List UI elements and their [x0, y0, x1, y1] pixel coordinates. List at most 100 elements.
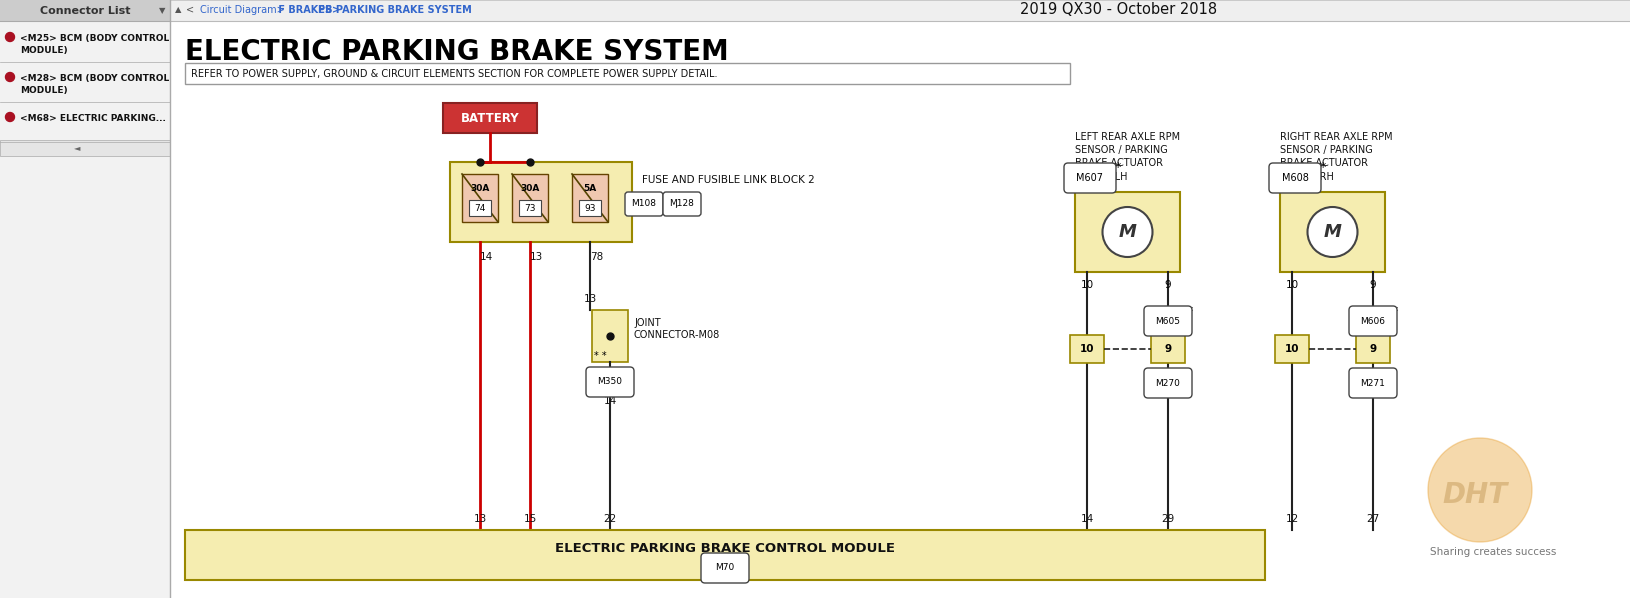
Bar — [469, 200, 491, 216]
Text: * *: * * — [593, 351, 606, 361]
Text: M350: M350 — [597, 377, 623, 386]
Text: <M28> BCM (BODY CONTROL
MODULE): <M28> BCM (BODY CONTROL MODULE) — [20, 74, 170, 96]
Text: PB PARKING BRAKE SYSTEM: PB PARKING BRAKE SYSTEM — [318, 5, 471, 15]
Text: M608: M608 — [1281, 173, 1307, 183]
Text: M606: M606 — [1359, 316, 1384, 325]
Text: 10: 10 — [1079, 344, 1094, 354]
Text: 9: 9 — [1164, 280, 1170, 290]
Bar — [579, 200, 600, 216]
Text: 29: 29 — [1161, 514, 1174, 524]
Text: ◄: ◄ — [73, 144, 80, 152]
Text: 27: 27 — [1366, 514, 1379, 524]
Text: LEFT REAR AXLE RPM
SENSOR / PARKING
BRAKE ACTUATOR
MOTOR LH: LEFT REAR AXLE RPM SENSOR / PARKING BRAK… — [1074, 132, 1180, 182]
Text: 73: 73 — [523, 204, 535, 213]
Text: M128: M128 — [670, 200, 694, 209]
Text: 13: 13 — [473, 514, 486, 524]
Text: M271: M271 — [1359, 379, 1384, 388]
Text: 30A: 30A — [469, 184, 489, 193]
Bar — [518, 200, 541, 216]
Text: 30A: 30A — [520, 184, 540, 193]
FancyBboxPatch shape — [1143, 368, 1192, 398]
Bar — [0, 0, 170, 598]
Text: 15: 15 — [523, 514, 536, 524]
Circle shape — [5, 72, 15, 81]
Text: ▲: ▲ — [174, 5, 181, 14]
Text: DHT: DHT — [1441, 481, 1506, 509]
Text: BATTERY: BATTERY — [460, 111, 518, 124]
Text: 14: 14 — [479, 252, 492, 262]
Text: *: * — [1187, 304, 1193, 318]
Text: *: * — [1319, 161, 1325, 175]
Text: ELECTRIC PARKING BRAKE CONTROL MODULE: ELECTRIC PARKING BRAKE CONTROL MODULE — [554, 542, 895, 554]
Bar — [184, 63, 1069, 84]
Bar — [461, 174, 497, 222]
Bar — [1069, 335, 1104, 363]
Bar — [1151, 335, 1185, 363]
Text: FUSE AND FUSIBLE LINK BLOCK 2: FUSE AND FUSIBLE LINK BLOCK 2 — [642, 175, 815, 185]
Bar — [512, 174, 548, 222]
Text: Connector List: Connector List — [39, 5, 130, 16]
Text: 22: 22 — [603, 514, 616, 524]
Text: 12: 12 — [1284, 514, 1297, 524]
Text: M605: M605 — [1154, 316, 1180, 325]
FancyBboxPatch shape — [1143, 306, 1192, 336]
Text: M607: M607 — [1076, 173, 1104, 183]
Text: 93: 93 — [584, 204, 595, 213]
Bar — [1355, 335, 1389, 363]
Text: 14: 14 — [1079, 514, 1094, 524]
Text: ELECTRIC PARKING BRAKE SYSTEM: ELECTRIC PARKING BRAKE SYSTEM — [184, 38, 729, 66]
Text: 2019 QX30 - October 2018: 2019 QX30 - October 2018 — [1019, 2, 1216, 17]
Bar — [572, 174, 608, 222]
Text: <M25> BCM (BODY CONTROL
MODULE): <M25> BCM (BODY CONTROL MODULE) — [20, 34, 170, 56]
Text: RIGHT REAR AXLE RPM
SENSOR / PARKING
BRAKE ACTUATOR
MOTOR RH: RIGHT REAR AXLE RPM SENSOR / PARKING BRA… — [1280, 132, 1392, 182]
Text: <M68> ELECTRIC PARKING...: <M68> ELECTRIC PARKING... — [20, 114, 166, 123]
FancyBboxPatch shape — [1348, 306, 1397, 336]
Text: 78: 78 — [590, 252, 603, 262]
Text: 13: 13 — [584, 294, 597, 304]
Text: <: < — [186, 5, 194, 15]
Bar — [1280, 192, 1384, 272]
Text: JOINT
CONNECTOR-M08: JOINT CONNECTOR-M08 — [634, 318, 720, 340]
Text: M108: M108 — [631, 200, 657, 209]
Circle shape — [5, 112, 15, 121]
Text: 5A: 5A — [584, 184, 597, 193]
FancyBboxPatch shape — [1348, 368, 1397, 398]
Bar — [1074, 192, 1178, 272]
Bar — [0, 140, 170, 156]
Text: REFER TO POWER SUPPLY, GROUND & CIRCUIT ELEMENTS SECTION FOR COMPLETE POWER SUPP: REFER TO POWER SUPPLY, GROUND & CIRCUIT … — [191, 69, 717, 78]
Text: 9: 9 — [1369, 280, 1376, 290]
FancyBboxPatch shape — [1063, 163, 1115, 193]
Text: 9: 9 — [1369, 344, 1376, 354]
Text: ▼: ▼ — [158, 6, 165, 15]
Text: 9: 9 — [1164, 344, 1170, 354]
Bar — [184, 530, 1265, 580]
Text: 74: 74 — [474, 204, 486, 213]
Text: 14: 14 — [603, 396, 616, 406]
Text: 13: 13 — [530, 252, 543, 262]
FancyBboxPatch shape — [701, 553, 748, 583]
FancyBboxPatch shape — [624, 192, 662, 216]
Circle shape — [1428, 438, 1531, 542]
Bar — [1275, 335, 1309, 363]
FancyBboxPatch shape — [662, 192, 701, 216]
Text: 10: 10 — [1284, 280, 1297, 290]
Bar — [592, 310, 628, 362]
Text: M70: M70 — [716, 563, 734, 572]
Text: 10: 10 — [1079, 280, 1092, 290]
Bar — [450, 162, 631, 242]
Text: Sharing creates success: Sharing creates success — [1430, 547, 1555, 557]
Text: *: * — [1390, 304, 1397, 318]
Text: M: M — [1324, 223, 1340, 241]
Text: 10: 10 — [1284, 344, 1299, 354]
Text: Circuit Diagram>: Circuit Diagram> — [200, 5, 285, 15]
Circle shape — [1307, 207, 1356, 257]
Text: ,: , — [673, 199, 678, 209]
Text: M270: M270 — [1154, 379, 1180, 388]
Circle shape — [1102, 207, 1152, 257]
FancyBboxPatch shape — [585, 367, 634, 397]
Text: M: M — [1118, 223, 1136, 241]
Bar — [0, 0, 170, 21]
Circle shape — [5, 32, 15, 41]
FancyBboxPatch shape — [1268, 163, 1320, 193]
Bar — [443, 103, 536, 133]
